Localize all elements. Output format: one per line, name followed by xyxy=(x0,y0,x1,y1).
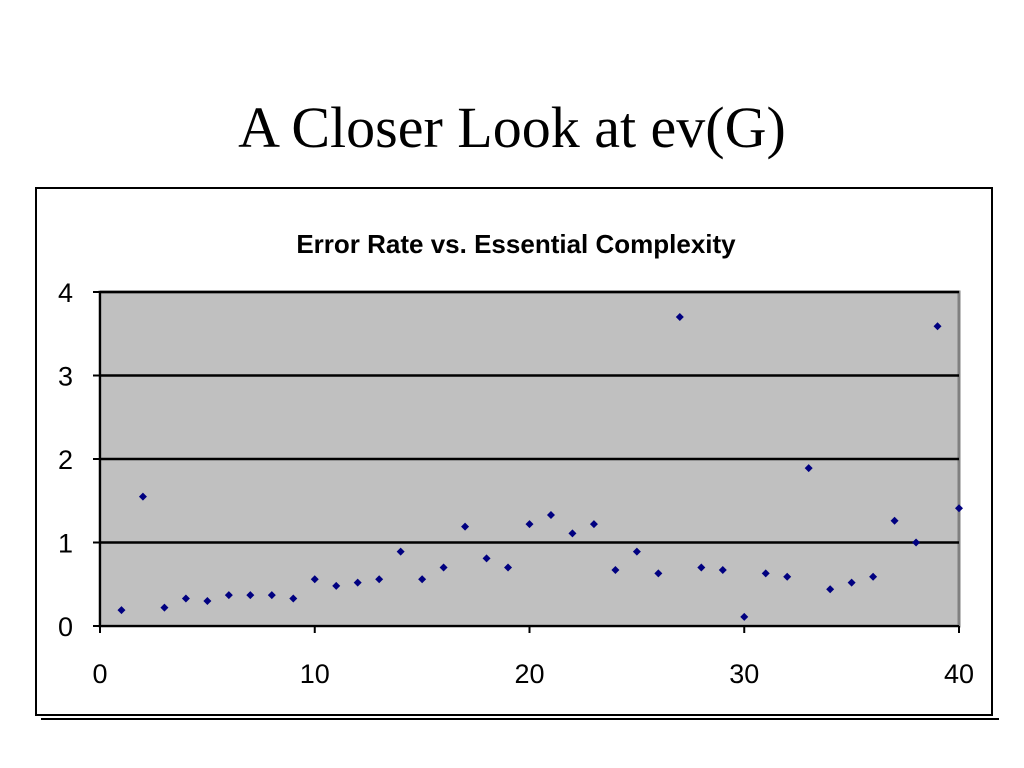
y-axis-ticks: 0 1 2 3 4 xyxy=(58,278,100,642)
data-point-39 xyxy=(933,322,942,331)
y-tick-label: 4 xyxy=(58,278,73,308)
data-point-36 xyxy=(869,572,878,581)
data-point-15 xyxy=(418,575,427,584)
data-point-9 xyxy=(289,594,298,603)
data-point-18 xyxy=(482,554,491,563)
data-point-3 xyxy=(160,603,169,612)
data-point-8 xyxy=(267,591,276,600)
data-point-21 xyxy=(546,510,555,519)
x-tick-label: 10 xyxy=(300,659,330,689)
data-point-1 xyxy=(117,606,126,615)
data-point-11 xyxy=(332,581,341,590)
data-point-13 xyxy=(375,575,384,584)
chart-title: Error Rate vs. Essential Complexity xyxy=(296,229,736,259)
data-point-5 xyxy=(203,596,212,605)
gridlines xyxy=(100,290,959,544)
data-point-4 xyxy=(181,594,190,603)
data-point-27 xyxy=(675,313,684,322)
data-point-17 xyxy=(461,522,470,531)
data-point-37 xyxy=(890,516,899,525)
data-point-19 xyxy=(504,563,513,572)
y-tick-label: 0 xyxy=(58,612,73,642)
data-point-30 xyxy=(740,612,749,621)
x-tick-label: 30 xyxy=(729,659,759,689)
data-point-6 xyxy=(224,591,233,600)
data-point-2 xyxy=(138,492,147,501)
data-point-29 xyxy=(718,566,727,575)
y-tick-label: 3 xyxy=(58,362,73,392)
y-tick-label: 2 xyxy=(58,445,73,475)
data-point-26 xyxy=(654,569,663,578)
x-tick-label: 0 xyxy=(92,659,107,689)
data-point-31 xyxy=(761,569,770,578)
data-point-28 xyxy=(697,563,706,572)
data-point-38 xyxy=(912,538,921,547)
x-axis-ticks: 0 10 20 30 40 xyxy=(92,626,974,689)
data-points xyxy=(117,313,963,621)
data-point-20 xyxy=(525,520,534,529)
data-point-22 xyxy=(568,529,577,538)
data-point-10 xyxy=(310,575,319,584)
data-point-33 xyxy=(804,464,813,473)
data-point-16 xyxy=(439,563,448,572)
data-point-25 xyxy=(632,547,641,556)
data-point-40 xyxy=(955,504,963,513)
slide-title: A Closer Look at ev(G) xyxy=(238,95,786,160)
data-point-7 xyxy=(246,591,255,600)
data-point-34 xyxy=(826,585,835,594)
data-point-12 xyxy=(353,578,362,587)
data-point-23 xyxy=(589,520,598,529)
x-tick-label: 40 xyxy=(944,659,974,689)
y-tick-label: 1 xyxy=(58,529,73,559)
data-point-14 xyxy=(396,547,405,556)
data-point-24 xyxy=(611,566,620,575)
x-tick-label: 20 xyxy=(514,659,544,689)
data-point-32 xyxy=(783,572,792,581)
data-point-35 xyxy=(847,578,856,587)
